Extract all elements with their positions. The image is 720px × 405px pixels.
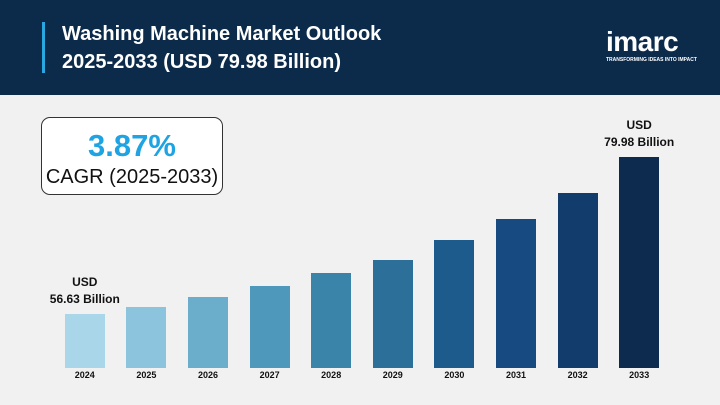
bar (557, 192, 598, 368)
x-tick-label: 2031 (505, 370, 527, 380)
x-tick-label: 2025 (136, 370, 157, 380)
title: Washing Machine Market Outlook 2025-2033… (62, 23, 382, 73)
x-tick-label: 2024 (74, 370, 95, 380)
value-label: USD 56.63 Billion (49, 275, 120, 306)
bar (126, 307, 167, 368)
bar (64, 314, 105, 368)
x-tick-label: 2033 (629, 370, 650, 380)
bar (619, 156, 660, 368)
bar (434, 239, 475, 368)
bar (311, 272, 352, 368)
bar (372, 260, 413, 368)
bar (496, 218, 536, 368)
kpi-label: CAGR (2025-2033) (45, 166, 219, 188)
x-tick-label: 2026 (197, 370, 219, 380)
accent-line (42, 22, 45, 73)
x-tick-label: 2028 (321, 370, 342, 380)
bar (249, 285, 290, 368)
x-tick-label: 2027 (259, 370, 280, 380)
bar (188, 296, 228, 368)
tagline: TRANSFORMING IDEAS INTO IMPACT (606, 57, 697, 63)
kpi-value: 3.87% (88, 128, 176, 163)
x-tick-label: 2030 (444, 370, 465, 380)
x-tick-label: 2032 (567, 370, 588, 380)
header: Washing Machine Market Outlook 2025-2033… (0, 0, 720, 95)
logo: imarc (606, 26, 679, 57)
kpi-box: 3.87% CAGR (2025-2033) (41, 117, 223, 195)
value-label: USD 79.98 Billion (604, 117, 675, 149)
x-tick-label: 2029 (382, 370, 403, 380)
